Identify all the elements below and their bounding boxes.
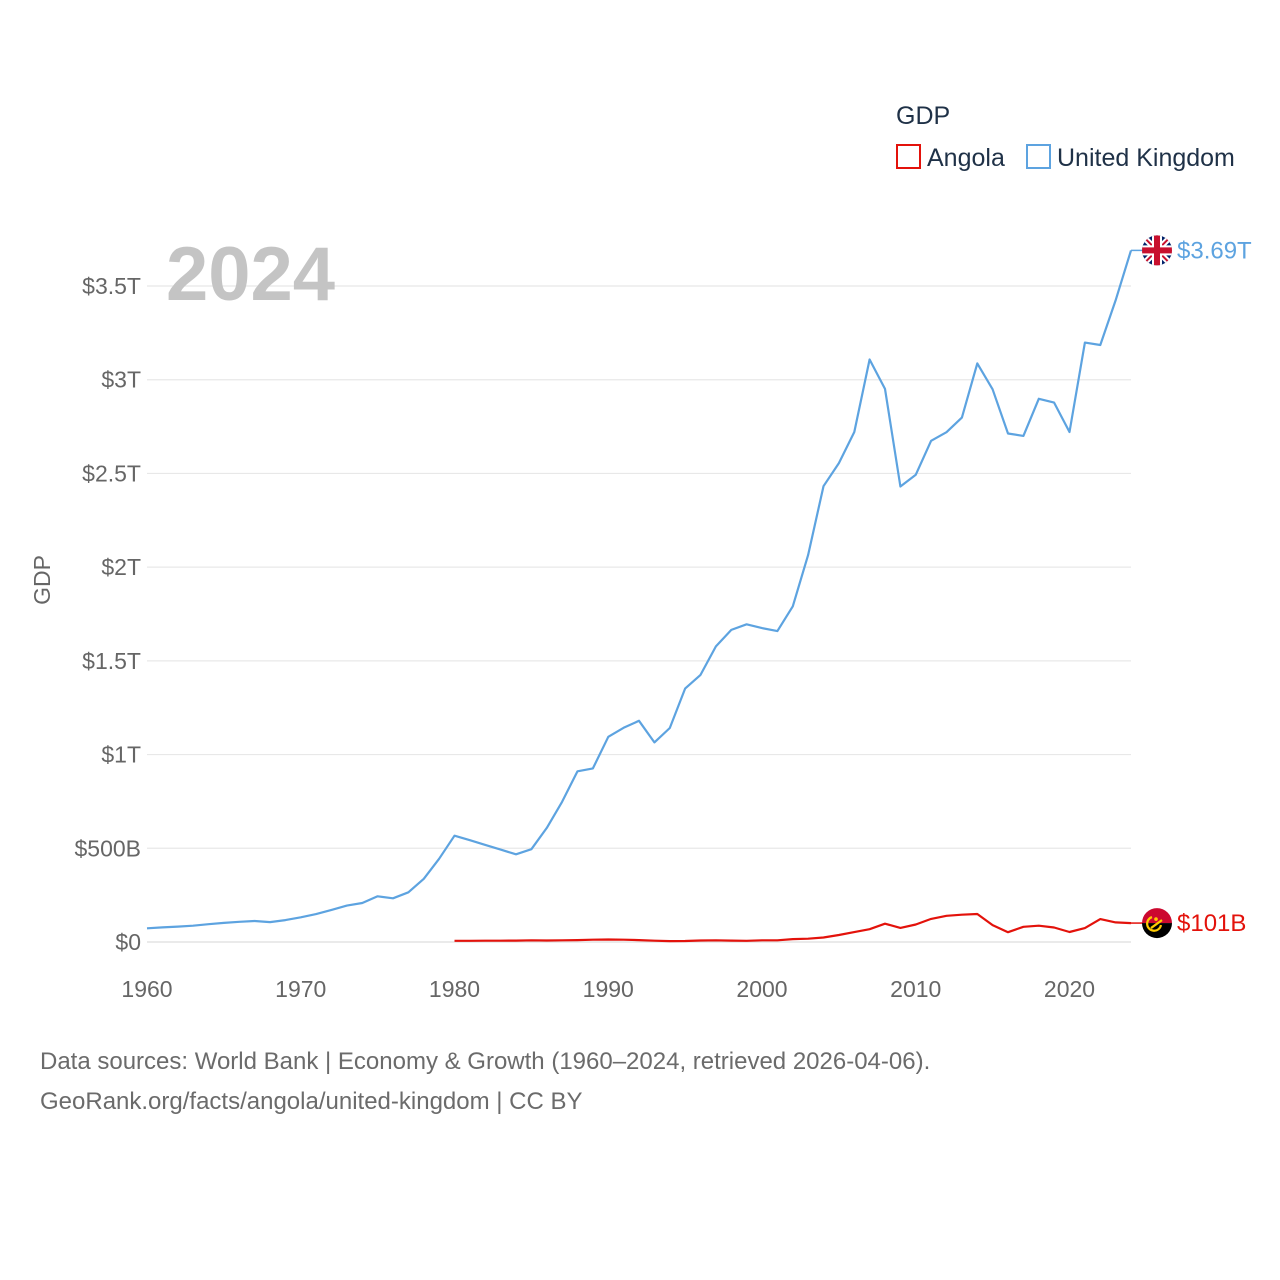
source-line-1: Data sources: World Bank | Economy & Gro… xyxy=(40,1048,931,1075)
end-markers: $101B $3.69T xyxy=(1131,235,1252,939)
y-tick-label: $500B xyxy=(74,835,141,861)
gridlines xyxy=(147,285,1131,943)
y-tick-label: $1T xyxy=(101,742,141,768)
uk-flag-icon xyxy=(1142,235,1172,266)
source-line-2[interactable]: GeoRank.org/facts/angola/united-kingdom … xyxy=(40,1088,583,1115)
data-source-footer: Data sources: World Bank | Economy & Gro… xyxy=(40,1042,930,1122)
angola-flag-icon xyxy=(1142,908,1172,939)
legend-swatch xyxy=(1026,144,1051,169)
x-tick-label: 1980 xyxy=(429,976,480,1002)
x-tick-label: 2020 xyxy=(1044,976,1095,1002)
x-tick-label: 1960 xyxy=(121,976,172,1002)
legend-item-angola[interactable]: Angola xyxy=(896,144,1005,172)
x-axis-ticks: 1960 1970 1980 1990 2000 2010 2020 xyxy=(121,976,1095,1002)
legend-item-united-kingdom[interactable]: United Kingdom xyxy=(1026,144,1235,172)
series-line-angola xyxy=(454,912,1132,943)
y-axis-ticks: $0 $500B $1T $1.5T $2T $2.5T $3T $3.5T xyxy=(74,273,141,955)
y-tick-label: $2T xyxy=(101,554,141,580)
x-tick-label: 1990 xyxy=(583,976,634,1002)
y-tick-label: $1.5T xyxy=(82,648,141,674)
legend-label: United Kingdom xyxy=(1057,144,1235,172)
end-value-label: $101B xyxy=(1177,910,1246,937)
y-tick-label: $2.5T xyxy=(82,460,141,486)
series-line-united-kingdom xyxy=(146,250,1133,930)
x-tick-label: 1970 xyxy=(275,976,326,1002)
end-value-label: $3.69T xyxy=(1177,237,1252,264)
legend[interactable]: GDP Angola United Kingdom xyxy=(896,102,1235,172)
x-tick-label: 2000 xyxy=(736,976,787,1002)
y-tick-label: $3T xyxy=(101,367,141,393)
y-tick-label: $3.5T xyxy=(82,273,141,299)
y-tick-label: $0 xyxy=(115,929,141,955)
year-watermark: 2024 xyxy=(166,232,335,317)
legend-swatch xyxy=(896,144,921,169)
x-tick-label: 2010 xyxy=(890,976,941,1002)
series-lines xyxy=(146,250,1133,943)
y-axis-label: GDP xyxy=(29,555,55,605)
legend-title: GDP xyxy=(896,102,950,130)
legend-label: Angola xyxy=(927,144,1005,172)
